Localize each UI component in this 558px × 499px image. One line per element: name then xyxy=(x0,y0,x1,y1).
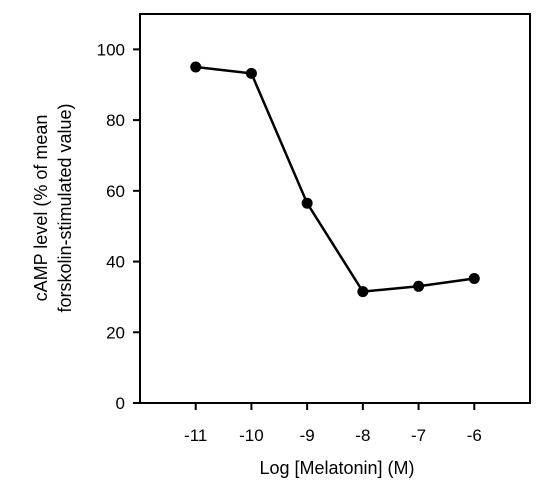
data-point xyxy=(301,197,313,209)
data-point xyxy=(190,61,202,73)
x-tick-label: -8 xyxy=(355,426,370,445)
data-points xyxy=(190,61,480,298)
y-tick-label: 100 xyxy=(97,40,125,59)
series-line xyxy=(195,65,475,293)
x-tick-label: -11 xyxy=(184,426,207,445)
x-tick-label: -6 xyxy=(467,426,482,445)
x-axis-ticks: -11 -10 -9 -8 -7 -6 xyxy=(184,403,482,445)
y-tick-label: 0 xyxy=(116,394,125,413)
y-tick-label: 20 xyxy=(106,323,125,342)
plot-frame xyxy=(139,13,531,404)
y-tick-label: 40 xyxy=(106,253,125,272)
data-point xyxy=(413,280,425,292)
x-tick-label: -7 xyxy=(411,426,426,445)
y-axis-ticks: 0 20 40 60 80 100 xyxy=(97,40,140,413)
x-tick-label: -10 xyxy=(239,426,264,445)
x-axis-label: Log [Melatonin] (M) xyxy=(259,458,414,478)
data-point xyxy=(357,286,369,298)
data-point xyxy=(245,67,257,79)
y-axis-label: cAMP level (% of mean forskolin-stimulat… xyxy=(31,103,75,312)
y-axis-label-line-1: cAMP level (% of mean xyxy=(31,115,51,302)
x-tick-label: -9 xyxy=(300,426,315,445)
y-axis-label-line-2: forskolin-stimulated value) xyxy=(55,103,75,312)
y-tick-label: 80 xyxy=(106,111,125,130)
data-point xyxy=(468,273,480,285)
y-tick-label: 60 xyxy=(106,182,125,201)
